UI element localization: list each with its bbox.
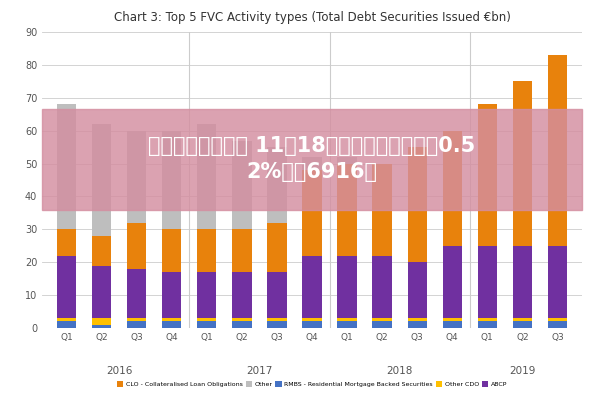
Bar xyxy=(162,322,181,328)
Bar xyxy=(162,272,181,328)
Bar xyxy=(443,322,462,328)
Bar xyxy=(302,157,322,328)
Bar xyxy=(337,318,357,328)
Bar xyxy=(513,322,532,328)
Text: 2017: 2017 xyxy=(246,366,272,376)
Bar xyxy=(57,318,76,328)
Bar xyxy=(548,111,567,328)
Bar xyxy=(92,318,111,328)
Bar xyxy=(373,322,392,328)
Bar xyxy=(337,322,357,328)
Bar xyxy=(373,164,392,328)
Bar xyxy=(92,266,111,328)
Bar xyxy=(443,318,462,328)
Bar xyxy=(197,124,217,328)
Bar xyxy=(513,246,532,328)
Bar xyxy=(478,322,497,328)
Bar xyxy=(407,262,427,328)
Bar xyxy=(92,325,111,328)
Bar xyxy=(302,318,322,328)
Bar xyxy=(232,140,251,328)
Text: 2019: 2019 xyxy=(509,366,536,376)
Bar xyxy=(127,223,146,328)
Bar xyxy=(373,318,392,328)
Bar xyxy=(57,322,76,328)
Bar xyxy=(478,104,497,328)
Bar xyxy=(267,318,287,328)
Bar xyxy=(407,147,427,328)
Bar xyxy=(162,318,181,328)
Bar xyxy=(302,170,322,328)
Bar xyxy=(42,109,582,210)
Bar xyxy=(267,223,287,328)
Bar xyxy=(373,167,392,328)
Bar xyxy=(302,322,322,328)
Bar xyxy=(337,256,357,328)
Bar xyxy=(197,318,217,328)
Bar xyxy=(57,256,76,328)
Bar xyxy=(267,272,287,328)
Bar xyxy=(373,256,392,328)
Title: Chart 3: Top 5 FVC Activity types (Total Debt Securities Issued €bn): Chart 3: Top 5 FVC Activity types (Total… xyxy=(113,11,511,24)
Text: 2018: 2018 xyxy=(386,366,413,376)
Bar xyxy=(197,322,217,328)
Bar xyxy=(478,140,497,328)
Bar xyxy=(548,318,567,328)
Bar xyxy=(57,104,76,328)
Bar xyxy=(407,177,427,328)
Bar xyxy=(337,164,357,328)
Bar xyxy=(548,322,567,328)
Bar xyxy=(92,236,111,328)
Bar xyxy=(478,318,497,328)
Bar xyxy=(513,318,532,328)
Bar xyxy=(337,157,357,328)
Bar xyxy=(232,318,251,328)
Bar xyxy=(267,147,287,328)
Bar xyxy=(127,318,146,328)
Bar xyxy=(267,322,287,328)
Bar xyxy=(92,124,111,328)
Bar xyxy=(548,246,567,328)
Text: 2016: 2016 xyxy=(106,366,133,376)
Bar xyxy=(127,322,146,328)
Bar xyxy=(232,229,251,328)
Bar xyxy=(407,322,427,328)
Bar xyxy=(127,131,146,328)
Bar xyxy=(302,256,322,328)
Bar xyxy=(513,81,532,328)
Bar xyxy=(443,131,462,328)
Text: 期货配资正规公司 11月18日短纤期货收盘下跌0.5
2%，报6916元: 期货配资正规公司 11月18日短纤期货收盘下跌0.5 2%，报6916元 xyxy=(148,136,476,182)
Bar xyxy=(162,131,181,328)
Bar xyxy=(478,246,497,328)
Bar xyxy=(407,318,427,328)
Legend: CLO - Collateralised Loan Obligations, Other, RMBS - Residential Mortgage Backed: CLO - Collateralised Loan Obligations, O… xyxy=(117,382,507,387)
Bar xyxy=(232,322,251,328)
Bar xyxy=(513,114,532,328)
Bar xyxy=(232,272,251,328)
Bar xyxy=(197,229,217,328)
Bar xyxy=(197,272,217,328)
Bar xyxy=(443,246,462,328)
Bar xyxy=(57,229,76,328)
Bar xyxy=(548,55,567,328)
Bar xyxy=(127,269,146,328)
Bar xyxy=(443,177,462,328)
Bar xyxy=(162,229,181,328)
